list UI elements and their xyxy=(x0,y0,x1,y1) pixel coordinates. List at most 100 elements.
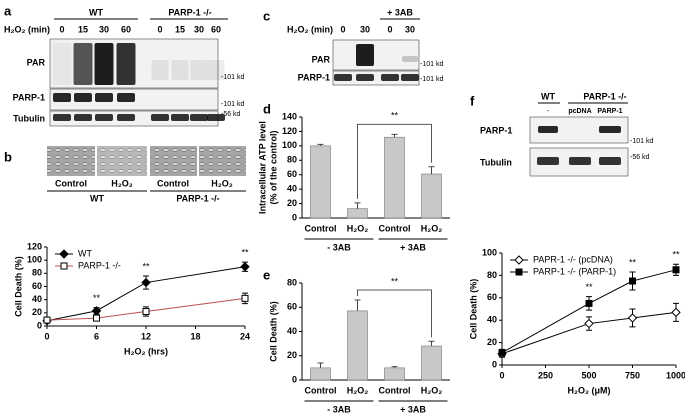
lane-label: 0 xyxy=(157,24,162,34)
significance: ** xyxy=(391,111,399,121)
significance: ** xyxy=(93,293,101,303)
lane-label: 0 xyxy=(387,24,392,34)
lane-label: pcDNA xyxy=(568,108,591,115)
lane-label: 15 xyxy=(78,24,88,34)
treatment-label: H₂O₂ (min) xyxy=(287,24,333,34)
marker xyxy=(627,313,638,323)
row-label: Tubulin xyxy=(480,157,512,167)
lane-label: 30 xyxy=(194,24,204,34)
series-line xyxy=(46,266,246,322)
lane-label: PARP-1 xyxy=(597,108,622,115)
row-label: PAR xyxy=(312,54,331,64)
significance-bracket xyxy=(357,123,432,199)
y-axis-label: Cell Death (%) xyxy=(468,279,478,340)
band xyxy=(117,114,135,121)
y-tick-label: 80 xyxy=(32,268,42,278)
y-tick-label: 20 xyxy=(487,337,497,347)
legend-label: PAPR-1 -/- (pcDNA) xyxy=(533,254,613,264)
band xyxy=(401,74,419,81)
y-tick-label: 40 xyxy=(487,315,497,325)
group-label: PARP-1 -/- xyxy=(168,7,211,17)
band xyxy=(356,74,374,81)
condition-label: Control xyxy=(55,178,87,188)
y-tick-label: 0 xyxy=(492,359,497,369)
lane-label: 60 xyxy=(121,24,131,34)
y-tick-label: 80 xyxy=(487,270,497,280)
band xyxy=(151,60,169,80)
legend-marker xyxy=(515,268,523,276)
band xyxy=(171,114,189,121)
band xyxy=(207,114,225,121)
micrograph xyxy=(47,146,95,176)
condition-label: H₂O₂ xyxy=(111,178,133,188)
y-tick-label: 60 xyxy=(487,292,497,302)
bar xyxy=(310,145,331,219)
size-marker: -101 kd xyxy=(420,76,443,83)
band xyxy=(538,126,558,133)
significance: ** xyxy=(672,250,680,260)
y-tick-label: 40 xyxy=(32,294,42,304)
y-tick-label: 40 xyxy=(287,184,297,194)
lane-label: 60 xyxy=(211,24,221,34)
significance: ** xyxy=(391,276,399,286)
lane-label: 0 xyxy=(340,24,345,34)
condition-label: H₂O₂ xyxy=(211,178,233,188)
band xyxy=(94,43,114,85)
band xyxy=(53,114,71,121)
band xyxy=(537,157,559,165)
significance-bracket xyxy=(357,289,432,338)
y-tick-label: 60 xyxy=(32,281,42,291)
error-bar xyxy=(354,299,361,311)
marker xyxy=(240,262,250,272)
error-bar xyxy=(428,340,435,347)
marker xyxy=(584,318,594,329)
x-tick-label: 12 xyxy=(141,331,151,341)
x-tick-label: 6 xyxy=(94,331,99,341)
lane-label: 30 xyxy=(360,24,370,34)
y-axis-label: Intracellular ATP level xyxy=(257,121,267,214)
marker xyxy=(142,308,150,316)
band xyxy=(190,114,208,121)
y-tick-label: 20 xyxy=(287,350,297,360)
y-tick-label: 20 xyxy=(32,307,42,317)
group-label: WT xyxy=(90,193,104,203)
size-marker: -56 kd xyxy=(221,111,241,118)
x-tick-label: 24 xyxy=(240,331,250,341)
group-label: + 3AB xyxy=(387,7,413,17)
group-label: - 3AB xyxy=(327,404,351,414)
error-bar xyxy=(391,366,398,368)
group-label: PARP-1 -/- xyxy=(176,193,219,203)
error-bar xyxy=(391,133,398,138)
size-marker: -101 kd xyxy=(221,101,244,108)
y-tick-label: 60 xyxy=(287,302,297,312)
group-label: - 3AB xyxy=(327,242,351,252)
panel-letter: b xyxy=(4,149,12,164)
significance: ** xyxy=(629,257,637,267)
marker xyxy=(629,277,636,285)
y-tick-label: 120 xyxy=(282,126,297,136)
y-tick-label: 40 xyxy=(287,326,297,336)
x-tick-label: 0 xyxy=(44,331,49,341)
size-marker: -101 kd xyxy=(420,61,443,68)
error-bar xyxy=(317,362,324,368)
error-bar xyxy=(428,166,435,174)
band xyxy=(53,93,71,102)
significance: ** xyxy=(142,261,150,271)
band xyxy=(599,126,621,133)
band xyxy=(190,60,208,80)
band xyxy=(381,74,399,81)
group-label: + 3AB xyxy=(400,404,426,414)
y-axis-label: (% of the control) xyxy=(268,131,278,205)
size-marker: -101 kd xyxy=(630,138,653,145)
y-tick-label: 100 xyxy=(282,140,297,150)
panel-letter: a xyxy=(4,3,12,18)
lane-label: 30 xyxy=(405,24,415,34)
panel-letter: f xyxy=(470,93,475,108)
band xyxy=(402,56,418,62)
bar xyxy=(384,136,405,219)
significance: ** xyxy=(241,248,249,258)
y-tick-label: 60 xyxy=(287,169,297,179)
row-label: PARP-1 xyxy=(13,92,45,102)
